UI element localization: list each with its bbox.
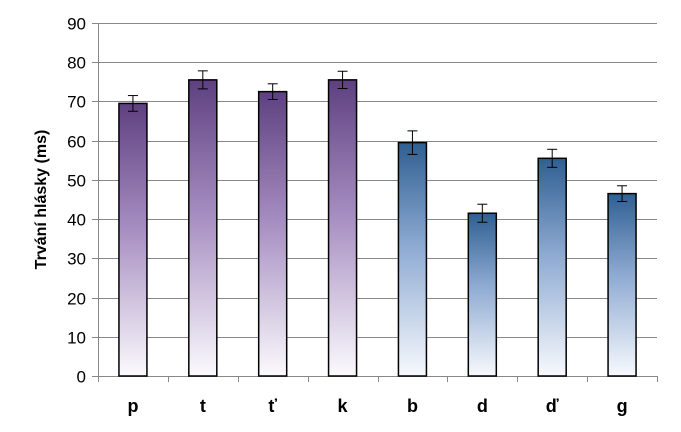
y-tick-label: 30	[67, 250, 86, 269]
x-tick-label: g	[617, 396, 628, 416]
x-tick-label: d	[477, 396, 488, 416]
bar-g	[607, 192, 637, 377]
y-tick-label: 90	[67, 15, 86, 34]
x-tick-label: b	[407, 396, 418, 416]
x-tick-label: k	[338, 396, 349, 416]
bar-k	[327, 79, 358, 377]
bars	[118, 70, 637, 377]
gridlines	[98, 23, 657, 338]
y-axis-title: Trvání hlásky (ms)	[33, 130, 50, 270]
bar-ť	[257, 90, 288, 377]
bar-t	[188, 79, 218, 377]
x-tick-label: ď	[546, 396, 559, 416]
x-tick-label: ť	[268, 396, 277, 416]
bar-p	[118, 102, 148, 377]
y-tick-label: 60	[67, 133, 86, 152]
y-tick-label: 80	[67, 54, 86, 73]
bar-b	[397, 141, 428, 377]
y-tick-label: 40	[67, 211, 86, 230]
bar-ď	[537, 157, 567, 377]
x-tick-label: p	[127, 396, 138, 416]
bar-d	[467, 212, 498, 377]
y-tick-label: 10	[67, 329, 86, 348]
y-tick-label: 50	[67, 172, 86, 191]
y-tick-label: 70	[67, 93, 86, 112]
x-tick-label: t	[200, 396, 206, 416]
labels: Trvání hlásky (ms) 0 10 20 30 40 50 60 70 80 90 p t…	[33, 15, 628, 417]
axes	[92, 23, 658, 382]
y-tick-label: 20	[67, 290, 86, 309]
y-tick-label: 0	[77, 368, 86, 387]
